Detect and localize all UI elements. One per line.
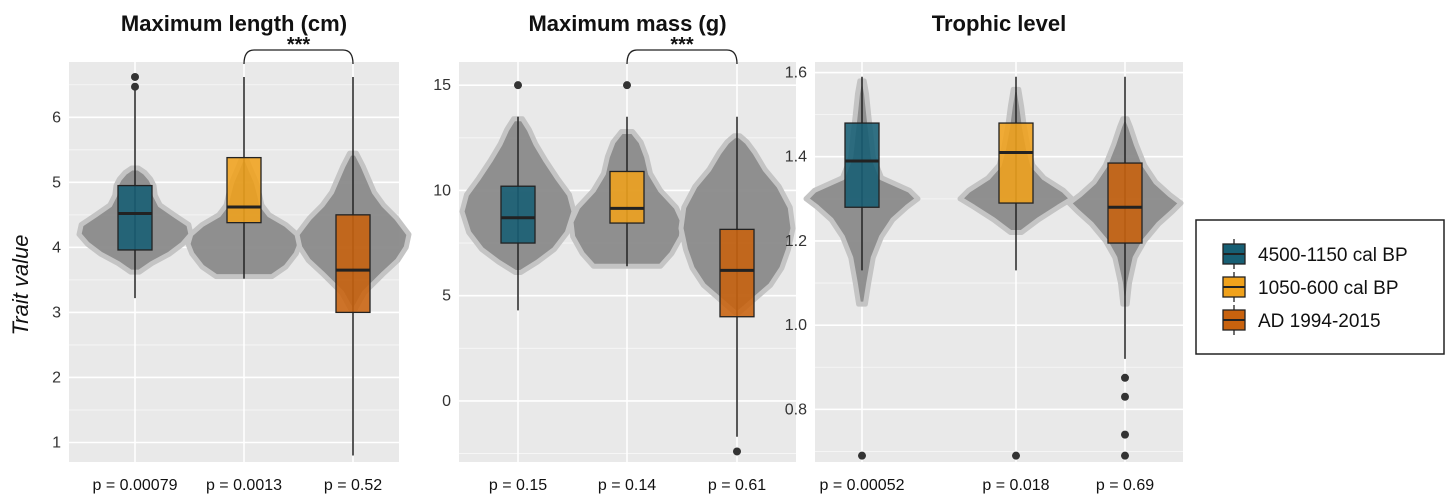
outlier-point: [131, 72, 139, 81]
outlier-point: [858, 451, 866, 460]
box-4500-1150-cal-bp: [844, 122, 880, 208]
significance-stars: ***: [670, 34, 694, 56]
y-tick-label: 5: [52, 174, 61, 191]
p-value-label: p = 0.018: [982, 477, 1049, 494]
outlier-point: [514, 81, 522, 90]
outlier-point: [1121, 451, 1129, 460]
y-tick-label: 5: [442, 288, 451, 305]
y-tick-label: 3: [52, 304, 61, 321]
y-tick-label: 15: [433, 77, 451, 94]
y-tick-label: 10: [433, 182, 451, 199]
p-value-label: p = 0.52: [324, 477, 382, 494]
p-value-label: p = 0.69: [1096, 477, 1154, 494]
box-ad-1994-2015: [719, 228, 755, 318]
outlier-point: [1012, 451, 1020, 460]
significance-bracket: [243, 49, 354, 65]
p-value-label: p = 0.61: [708, 477, 766, 494]
y-tick-label: 1.6: [785, 65, 807, 82]
p-value-label: p = 0.00079: [93, 477, 178, 494]
y-axis-label: Trait value: [8, 234, 33, 335]
y-tick-label: 0.8: [785, 401, 807, 418]
y-tick-label: 2: [52, 369, 61, 386]
outlier-point: [1121, 392, 1129, 401]
panel-title: Maximum length (cm): [121, 11, 347, 36]
p-value-label: p = 0.15: [489, 477, 547, 494]
panel-title: Maximum mass (g): [528, 11, 726, 36]
outlier-point: [131, 82, 139, 91]
panel-maximum-length: 1 2 3 4 5 6 Maximum length (cm) p = 0.00079 p = …: [52, 11, 412, 494]
p-value-label: p = 0.0013: [206, 477, 282, 494]
y-tick-label: 1.0: [785, 317, 807, 334]
box-4500-1150-cal-bp: [500, 185, 536, 244]
legend-label: AD 1994-2015: [1258, 311, 1381, 332]
box-ad-1994-2015: [335, 214, 371, 314]
box-1050-600-cal-bp: [609, 170, 645, 224]
y-tick-label: 4: [52, 239, 61, 256]
y-tick-label: 1.2: [785, 233, 807, 250]
box-1050-600-cal-bp: [226, 156, 262, 224]
y-tick-label: 0: [442, 393, 451, 410]
significance-bracket: [626, 49, 738, 65]
y-tick-label: 1: [52, 434, 61, 451]
y-tick-label: 6: [52, 109, 61, 126]
box-1050-600-cal-bp: [998, 122, 1034, 204]
outlier-point: [1121, 430, 1129, 439]
y-tick-label: 1.4: [785, 149, 807, 166]
legend-label: 4500-1150 cal BP: [1258, 245, 1408, 266]
panel-title: Trophic level: [932, 11, 1067, 36]
legend: 4500-1150 cal BP 1050-600 cal BP AD 1994-2…: [1195, 219, 1445, 355]
p-value-label: p = 0.14: [598, 477, 656, 494]
p-value-label: p = 0.00052: [820, 477, 905, 494]
panel-maximum-mass: 0 5 10 15 Maximum mass (g) p = 0.15 p = 0.14 p …: [433, 11, 796, 494]
box-4500-1150-cal-bp: [117, 184, 153, 251]
outlier-point: [733, 447, 741, 456]
outlier-point: [623, 81, 631, 90]
significance-stars: ***: [287, 34, 311, 56]
outlier-point: [1121, 373, 1129, 382]
legend-label: 1050-600 cal BP: [1258, 278, 1399, 299]
box-ad-1994-2015: [1107, 162, 1143, 244]
panel-trophic-level: 0.8 1.0 1.2 1.4 1.6 Trophic level p = 0.00052 p…: [785, 11, 1184, 494]
